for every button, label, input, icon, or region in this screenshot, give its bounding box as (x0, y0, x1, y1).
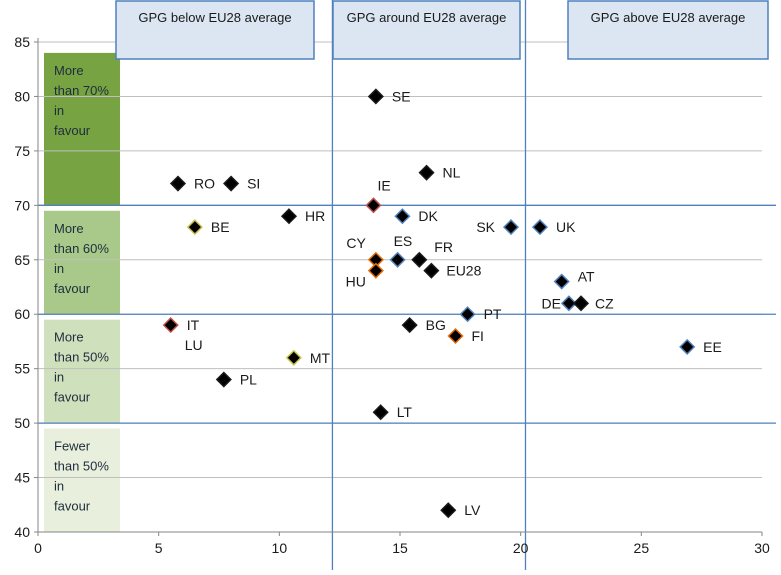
y-tick-label-45: 45 (14, 470, 30, 486)
opinion-band-2 (44, 210, 120, 315)
y-tick-label-60: 60 (14, 306, 30, 322)
point-label-be: BE (211, 219, 230, 235)
opinion-band-label-1: More than 70% in favour (54, 63, 109, 138)
point-label-hr: HR (305, 208, 325, 224)
y-tick-label-50: 50 (14, 415, 30, 431)
zone-header-label-2: GPG around EU28 average (347, 10, 507, 25)
marker-es (389, 251, 406, 268)
marker-ro (169, 175, 187, 192)
point-label-nl: NL (443, 165, 461, 181)
point-label-eu28: EU28 (446, 263, 481, 279)
marker-pt (459, 306, 476, 323)
marker-bg (401, 317, 418, 334)
point-label-de: DE (541, 295, 560, 311)
marker-eu28 (423, 262, 440, 279)
marker-hu (367, 262, 384, 279)
point-label-uk: UK (556, 219, 576, 235)
marker-lt (372, 404, 389, 421)
point-label-at: AT (578, 269, 595, 285)
x-tick-label-30: 30 (754, 540, 770, 556)
opinion-band-label-2: More than 60% in favour (54, 221, 109, 296)
opinion-band-label-4: Fewer than 50% in favour (54, 439, 109, 514)
point-label-it: IT (187, 317, 200, 333)
x-tick-label-5: 5 (155, 540, 163, 556)
x-tick-label-20: 20 (513, 540, 529, 556)
marker-se (367, 88, 384, 105)
y-tick-label-75: 75 (14, 143, 30, 159)
x-tick-label-10: 10 (272, 540, 288, 556)
point-label-pl: PL (240, 372, 257, 388)
marker-fi (447, 327, 464, 345)
y-tick-label-40: 40 (14, 524, 30, 540)
marker-ee (679, 338, 696, 355)
marker-de (560, 295, 577, 312)
point-label-hu: HU (346, 274, 366, 290)
marker-pl (215, 371, 232, 388)
point-label-ee: EE (703, 339, 722, 355)
marker-nl (418, 164, 435, 181)
point-label-lt: LT (397, 404, 413, 420)
marker-mt (285, 349, 302, 366)
point-label-fr: FR (434, 239, 453, 255)
y-tick-label-70: 70 (14, 197, 30, 213)
point-label-ie: IE (377, 177, 390, 193)
point-label-lv: LV (464, 502, 481, 518)
point-label-cy: CY (346, 235, 366, 251)
zone-header-label-1: GPG below EU28 average (138, 10, 291, 25)
zone-header-box-2 (332, 0, 521, 60)
zone-header-box-1 (115, 0, 315, 60)
x-tick-label-0: 0 (34, 540, 42, 556)
point-label-ro: RO (194, 176, 215, 192)
marker-hr (280, 208, 298, 225)
marker-si (223, 175, 240, 192)
zone-header-label-3: GPG above EU28 average (591, 10, 746, 25)
point-label-mt: MT (310, 350, 331, 366)
marker-be (186, 219, 203, 236)
point-label-sk: SK (476, 219, 495, 235)
marker-at (553, 273, 570, 290)
x-tick-label-25: 25 (634, 540, 650, 556)
point-label-pt: PT (484, 306, 502, 322)
point-label-lu: LU (185, 337, 203, 353)
marker-it (162, 317, 179, 334)
y-tick-label-65: 65 (14, 252, 30, 268)
point-label-se: SE (392, 88, 411, 104)
point-label-fi: FI (472, 328, 484, 344)
marker-sk (502, 219, 520, 236)
marker-fr (411, 251, 428, 268)
point-label-si: SI (247, 176, 260, 192)
opinion-band-label-3: More than 50% in favour (54, 330, 109, 405)
y-tick-label-85: 85 (14, 34, 30, 50)
point-label-bg: BG (426, 317, 446, 333)
opinion-band-3 (44, 319, 120, 424)
x-tick-label-15: 15 (392, 540, 408, 556)
point-label-dk: DK (418, 208, 438, 224)
marker-lv (440, 502, 457, 519)
marker-ie (365, 197, 382, 214)
zone-header-box-3 (567, 0, 769, 60)
marker-uk (531, 219, 549, 236)
marker-dk (394, 208, 411, 225)
opinion-band-1 (44, 52, 120, 206)
y-tick-label-55: 55 (14, 361, 30, 377)
point-label-cz: CZ (595, 295, 614, 311)
marker-cz (572, 295, 590, 312)
y-tick-label-80: 80 (14, 88, 30, 104)
point-label-es: ES (394, 233, 413, 249)
opinion-band-4 (44, 428, 120, 532)
